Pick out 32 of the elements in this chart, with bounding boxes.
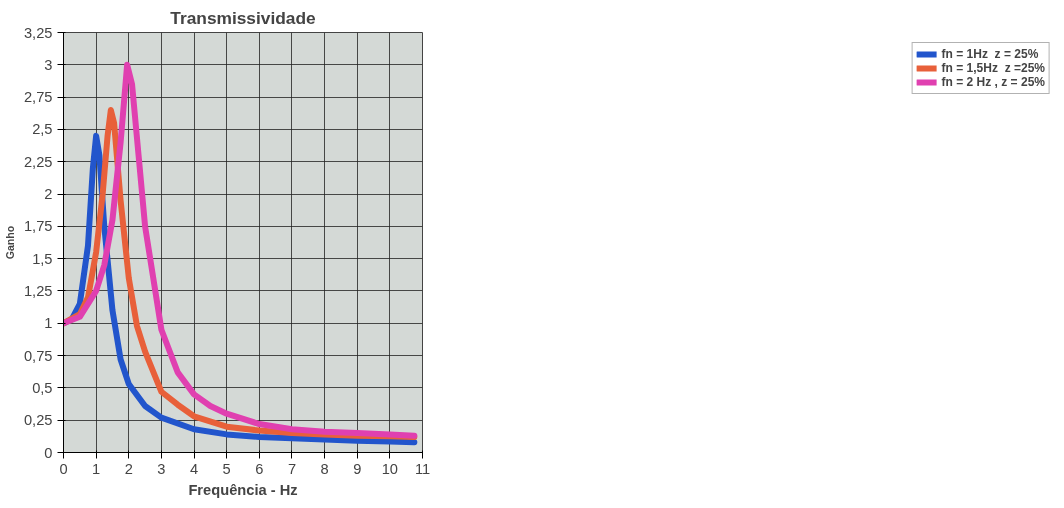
x-tick-label: 0 [59, 460, 68, 477]
y-tick-label: 2,25 [23, 153, 53, 170]
x-tick-label: 7 [287, 460, 297, 477]
y-tick-label: 0,5 [32, 379, 53, 396]
legend-label: fn = 1,5Hz z =25% [941, 61, 1045, 75]
y-tick-label: 2,5 [32, 121, 53, 138]
x-tick-label: 9 [353, 460, 362, 477]
x-tick-label: 6 [255, 460, 264, 477]
y-tick-label: 3 [44, 56, 53, 73]
y-tick-label: 1,5 [32, 250, 53, 267]
y-tick-label: 2,75 [23, 89, 53, 106]
y-tick-label: 0,25 [23, 412, 53, 429]
x-tick-label: 5 [222, 460, 231, 477]
x-tick-label: 3 [157, 460, 166, 477]
y-tick-label: 3,25 [23, 24, 53, 41]
x-tick-label: 4 [189, 460, 199, 477]
x-axis-title: Frequência - Hz [188, 481, 298, 498]
y-axis-title: Ganho [3, 225, 16, 260]
x-tick-label: 1 [92, 460, 101, 477]
y-tick-label: 0,75 [23, 347, 53, 364]
chart-title: Transmissividade [170, 7, 317, 28]
y-tick-label: 2 [44, 186, 53, 203]
legend-label: fn = 2 Hz , z = 25% [941, 75, 1045, 89]
x-tick-label: 11 [414, 460, 431, 477]
y-tick-label: 1,75 [23, 218, 53, 235]
y-tick-label: 1,25 [23, 282, 53, 299]
y-tick-label: 1 [44, 315, 53, 332]
legend-label: fn = 1Hz z = 25% [941, 47, 1039, 61]
x-tick-label: 8 [320, 460, 329, 477]
y-tick-label: 0 [44, 444, 53, 461]
x-tick-label: 10 [381, 460, 399, 477]
x-tick-label: 2 [124, 460, 133, 477]
